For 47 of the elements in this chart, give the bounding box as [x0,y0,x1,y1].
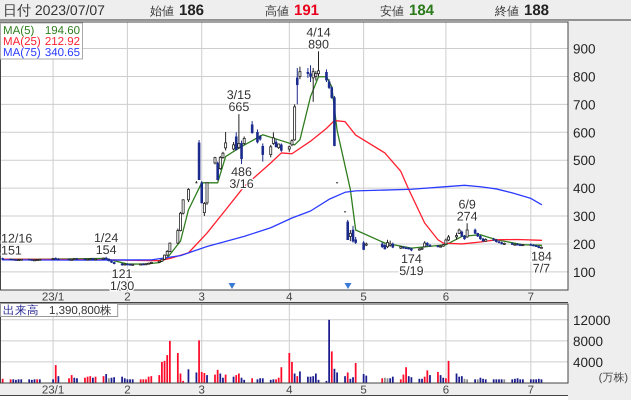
x-tick-label: 23/1 [42,292,64,304]
y-tick-label: 400 [573,181,596,196]
annotation: 184 7/7 [531,249,552,276]
annotation: 340.65 [44,47,80,59]
y-tick-label: 4000 [573,354,604,370]
annotation: 12/16 151 [1,232,32,258]
annotation: 1/24 154 [94,230,118,257]
x-tick-label: 4 [286,292,294,304]
x-tick-label: 6 [442,292,450,304]
legend: MA(5) 194.60 MA(25) 212.92 MA(75) 340.65 [0,22,83,60]
annotation: 174 5/19 [399,252,424,278]
y-tick-label: 600 [573,125,596,140]
x-tick-label: 5 [360,292,367,304]
text: 高値 191 [265,2,320,19]
annotation: 6/9 274 [456,197,478,224]
y-tick-label: 300 [573,209,596,224]
text: 始値 186 [150,2,204,19]
y-tick-label: 500 [573,153,596,168]
annotation: 1,390,800株 [49,304,112,317]
annotation: 194.60 [44,25,80,37]
y-tick-label: 100 [573,264,596,280]
x-tick-label: 23/1 [42,384,64,396]
x-tick-label: 4 [286,384,294,396]
info: 出来高 1,390,800株 [0,303,118,317]
annotation: 212.92 [44,36,80,48]
y-tick-label: 900 [573,42,596,57]
annotation: 4/14 890 [306,25,331,52]
y-tick-label: 8000 [573,334,604,349]
annotation: 出来高 [3,303,39,317]
x-tick-label: 3 [198,384,205,396]
x-tick-label: 7 [528,292,534,304]
text: 安値 184 [380,2,435,19]
y-axis-title: (万株) [598,371,628,384]
x-tick-label: 7 [528,384,534,396]
y-tick-label: 800 [573,69,596,84]
y-tick-label: 200 [573,236,596,252]
annotation: 121 1/30 [110,267,134,293]
x-tick-label: 6 [442,384,450,396]
chart-title: 日付 2023/07/07 [3,2,106,18]
y-tick-label: 12000 [573,312,611,328]
text: 終値 188 [494,2,550,19]
x-tick-label: 3 [198,292,205,304]
annotation: 3/15 665 [226,88,252,114]
x-tick-label: 2 [124,292,131,304]
y-tick-label: 700 [573,97,596,112]
x-tick-label: 2 [124,384,131,396]
x-tick-label: 5 [360,384,367,396]
